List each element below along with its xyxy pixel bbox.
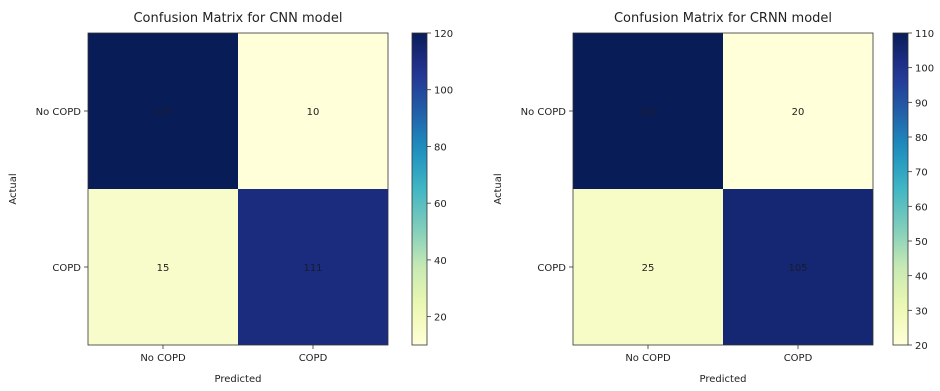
colorbar-tick-label: 90 [915, 98, 928, 109]
heatmap-cell-r0-c1 [238, 33, 388, 189]
x-axis-label: Predicted [215, 374, 262, 385]
y-tick-label: COPD [52, 263, 81, 274]
colorbar-tick-label: 20 [434, 313, 447, 324]
heatmap-frame [572, 32, 874, 346]
y-axis-label: Actual [493, 173, 504, 204]
y-tick-label: No COPD [521, 107, 567, 118]
colorbar-tick-label: 70 [915, 168, 928, 179]
heatmap-cell-r1-c0 [88, 189, 238, 345]
y-axis-label: Actual [8, 173, 19, 204]
colorbar-tick-label: 30 [915, 306, 928, 317]
colorbar [411, 32, 428, 346]
colorbar-tick-label: 120 [434, 29, 453, 40]
colorbar-tick-label: 60 [434, 199, 447, 210]
x-tick-label: No COPD [625, 353, 671, 364]
x-axis-label: Predicted [700, 374, 747, 385]
colorbar-tick-label: 100 [915, 64, 934, 75]
chart-title: Confusion Matrix for CNN model [133, 11, 342, 26]
heatmap-cell-r0-c0 [573, 33, 723, 189]
cell-value-r1-c1: 105 [788, 263, 807, 274]
heatmap-cell-r0-c0 [88, 33, 238, 189]
heatmap-panel-1: Confusion Matrix for CNN model 120 10 15 111… [8, 11, 453, 385]
chart-title: Confusion Matrix for CRNN model [614, 11, 832, 26]
colorbar-tick-label: 20 [915, 341, 928, 352]
colorbar-tick-label: 40 [915, 272, 928, 283]
colorbar-tick-label: 60 [915, 202, 928, 213]
heatmap-cell-r1-c0 [573, 189, 723, 345]
cell-value-r0-c0: 120 [153, 107, 172, 118]
heatmap-frame [87, 32, 389, 346]
x-tick-label: No COPD [140, 353, 186, 364]
colorbar-tick-label: 100 [434, 86, 453, 97]
colorbar-tick-label: 110 [915, 29, 934, 40]
y-tick-label: COPD [537, 263, 566, 274]
heatmap-cell-r0-c1 [723, 33, 873, 189]
colorbar [892, 32, 909, 346]
colorbar-tick-label: 80 [915, 133, 928, 144]
y-tick-label: No COPD [36, 107, 82, 118]
heatmap-cell-r1-c1 [723, 189, 873, 345]
x-tick-label: COPD [299, 353, 328, 364]
colorbar-tick-label: 40 [434, 256, 447, 267]
heatmap-panel-2: Confusion Matrix for CRNN model 110 20 25 10… [493, 11, 934, 385]
x-tick-label: COPD [784, 353, 813, 364]
colorbar-tick-label: 50 [915, 237, 928, 248]
cell-value-r1-c0: 15 [157, 263, 170, 274]
heatmap-cell-r1-c1 [238, 189, 388, 345]
cell-value-r1-c0: 25 [642, 263, 655, 274]
cell-value-r0-c1: 10 [307, 107, 320, 118]
cell-value-r0-c1: 20 [792, 107, 805, 118]
cell-value-r0-c0: 110 [638, 107, 657, 118]
cell-value-r1-c1: 111 [303, 263, 322, 274]
colorbar-tick-label: 80 [434, 142, 447, 153]
